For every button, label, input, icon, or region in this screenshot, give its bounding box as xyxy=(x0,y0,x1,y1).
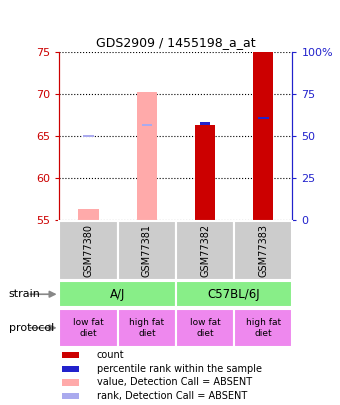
Text: protocol: protocol xyxy=(8,323,54,333)
Bar xyxy=(234,309,292,347)
Bar xyxy=(118,309,176,347)
Bar xyxy=(176,309,234,347)
Bar xyxy=(59,221,118,280)
Bar xyxy=(62,352,79,358)
Bar xyxy=(137,92,157,220)
Bar xyxy=(62,393,79,399)
Bar xyxy=(141,124,152,126)
Bar xyxy=(258,117,269,119)
Text: high fat
diet: high fat diet xyxy=(246,318,281,337)
Bar xyxy=(83,134,94,137)
Title: GDS2909 / 1455198_a_at: GDS2909 / 1455198_a_at xyxy=(96,36,256,49)
Text: A/J: A/J xyxy=(110,288,125,301)
Bar xyxy=(176,281,292,307)
Bar xyxy=(79,209,99,220)
Text: percentile rank within the sample: percentile rank within the sample xyxy=(97,364,262,374)
Text: GSM77383: GSM77383 xyxy=(258,224,268,277)
Bar xyxy=(200,122,210,124)
Bar xyxy=(62,379,79,386)
Text: strain: strain xyxy=(8,289,40,299)
Text: GSM77381: GSM77381 xyxy=(142,224,152,277)
Bar xyxy=(234,221,292,280)
Bar xyxy=(195,125,215,220)
Bar xyxy=(118,221,176,280)
Text: GSM77380: GSM77380 xyxy=(84,224,94,277)
Bar xyxy=(59,309,118,347)
Bar xyxy=(59,281,176,307)
Text: rank, Detection Call = ABSENT: rank, Detection Call = ABSENT xyxy=(97,391,247,401)
Bar xyxy=(62,366,79,372)
Text: GSM77382: GSM77382 xyxy=(200,224,210,277)
Text: high fat
diet: high fat diet xyxy=(129,318,165,337)
Text: value, Detection Call = ABSENT: value, Detection Call = ABSENT xyxy=(97,377,252,388)
Text: C57BL/6J: C57BL/6J xyxy=(208,288,260,301)
Text: low fat
diet: low fat diet xyxy=(73,318,104,337)
Text: low fat
diet: low fat diet xyxy=(190,318,220,337)
Bar xyxy=(176,221,234,280)
Text: count: count xyxy=(97,350,124,360)
Bar xyxy=(253,52,273,220)
